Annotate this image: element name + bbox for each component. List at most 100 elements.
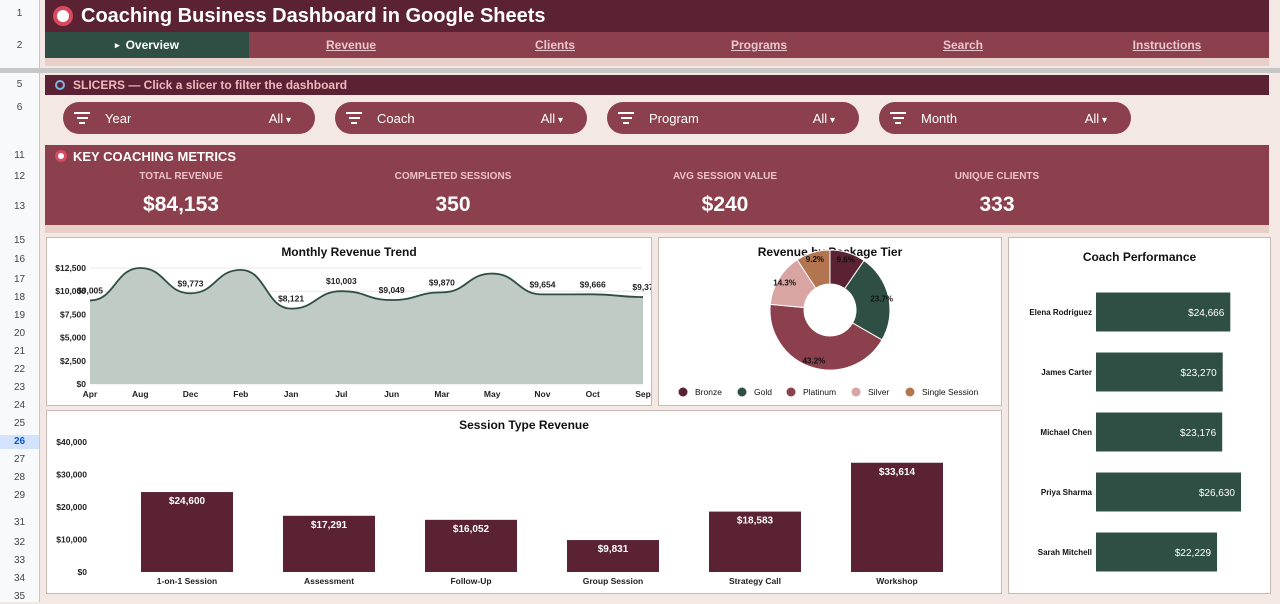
data-label: $9,005 bbox=[77, 285, 103, 295]
magnifier-icon bbox=[55, 80, 65, 90]
row-number[interactable]: 27 bbox=[13, 454, 26, 465]
row-number[interactable]: 35 bbox=[13, 591, 26, 602]
row-number[interactable]: 24 bbox=[13, 400, 26, 411]
row-number[interactable]: 23 bbox=[13, 382, 26, 393]
y-tick-label: $20,000 bbox=[56, 502, 87, 512]
row-number[interactable]: 17 bbox=[13, 274, 26, 285]
bar bbox=[1096, 412, 1223, 452]
kpi-total-revenue: TOTAL REVENUE $84,153 bbox=[45, 171, 317, 217]
filter-icon bbox=[345, 112, 363, 124]
slicer-value[interactable]: All bbox=[269, 111, 291, 126]
x-tick-label: Apr bbox=[83, 389, 98, 399]
title-bar: Coaching Business Dashboard in Google Sh… bbox=[45, 0, 1269, 32]
tab-instructions[interactable]: Instructions bbox=[1132, 38, 1202, 52]
tab-programs[interactable]: Programs bbox=[730, 38, 788, 52]
bar-value-label: $18,583 bbox=[737, 516, 774, 527]
tab-revenue[interactable]: Revenue bbox=[325, 38, 377, 52]
row-number[interactable]: 13 bbox=[13, 201, 26, 212]
y-tick-label: $10,000 bbox=[55, 286, 86, 296]
row-number[interactable]: 26 bbox=[0, 435, 39, 449]
tab-clients[interactable]: Clients bbox=[534, 38, 575, 52]
x-tick-label: Workshop bbox=[876, 576, 917, 586]
slicer-year[interactable]: Year All bbox=[63, 102, 315, 134]
row-number[interactable]: 33 bbox=[13, 555, 26, 566]
kpi-avg-session-value: AVG SESSION VALUE $240 bbox=[589, 171, 861, 217]
row-header: 1 2 5 6 11 12 13 15 16 17 18 19 20 21 22 23 24 25 26 27 28 29… bbox=[0, 0, 40, 602]
x-tick-label: Feb bbox=[233, 389, 248, 399]
row-number[interactable]: 25 bbox=[13, 418, 26, 429]
x-tick-label: Jan bbox=[284, 389, 299, 399]
row-number[interactable]: 19 bbox=[13, 310, 26, 321]
bar bbox=[851, 462, 943, 572]
row-number[interactable]: 5 bbox=[16, 79, 23, 90]
data-label: $9,773 bbox=[178, 278, 204, 288]
slicer-month[interactable]: Month All bbox=[879, 102, 1131, 134]
row-number[interactable]: 12 bbox=[13, 171, 26, 182]
y-tick-label: $0 bbox=[78, 567, 88, 577]
row-number[interactable]: 29 bbox=[13, 490, 26, 501]
slicers-heading-text: SLICERS — Click a slicer to filter the d… bbox=[73, 78, 348, 92]
bar bbox=[1096, 352, 1223, 392]
row-number[interactable]: 2 bbox=[16, 40, 23, 51]
bar-value-label: $24,600 bbox=[169, 496, 206, 507]
row-number[interactable]: 16 bbox=[13, 254, 26, 265]
bar bbox=[1096, 292, 1231, 332]
data-label: $9,37 bbox=[632, 282, 651, 292]
x-tick-label: Assessment bbox=[304, 576, 354, 586]
row-number[interactable]: 15 bbox=[13, 235, 26, 246]
slicer-label: Month bbox=[921, 110, 958, 126]
row-number[interactable]: 28 bbox=[13, 472, 26, 483]
row-number[interactable]: 32 bbox=[13, 537, 26, 548]
data-label: $10,003 bbox=[326, 276, 357, 286]
y-tick-label: Sarah Mitchell bbox=[1038, 548, 1092, 557]
slicer-value[interactable]: All bbox=[1085, 111, 1107, 126]
legend-swatch bbox=[851, 387, 861, 397]
legend-swatch bbox=[678, 387, 688, 397]
data-label: $9,654 bbox=[529, 279, 555, 289]
kpi-label: AVG SESSION VALUE bbox=[672, 171, 778, 182]
kpi-completed-sessions: COMPLETED SESSIONS 350 bbox=[317, 171, 589, 217]
series-line bbox=[89, 267, 644, 310]
row-number[interactable]: 21 bbox=[13, 346, 26, 357]
slicer-label: Program bbox=[649, 110, 699, 126]
x-tick-label: Sep bbox=[635, 389, 651, 399]
filter-icon bbox=[889, 112, 907, 124]
slicer-value[interactable]: All bbox=[541, 111, 563, 126]
bar bbox=[425, 519, 517, 572]
slicers-heading: SLICERS — Click a slicer to filter the d… bbox=[45, 75, 1269, 95]
slice-label: 14.3% bbox=[773, 279, 796, 288]
bar bbox=[1096, 472, 1241, 512]
y-tick-label: $0 bbox=[77, 379, 87, 389]
target-icon bbox=[55, 150, 67, 162]
row-number[interactable]: 11 bbox=[14, 150, 25, 161]
slicer-value[interactable]: All bbox=[813, 111, 835, 126]
row-number[interactable]: 34 bbox=[13, 573, 26, 584]
package-tier-chart[interactable]: Revenue by Package Tier 9.6%23.7%43.2%14… bbox=[658, 237, 1002, 406]
slice-label: 9.2% bbox=[806, 255, 824, 264]
row-number[interactable]: 31 bbox=[13, 517, 26, 528]
slicer-coach[interactable]: Coach All bbox=[335, 102, 587, 134]
tab-overview[interactable]: Overview bbox=[45, 32, 249, 58]
tab-search[interactable]: Search bbox=[942, 38, 984, 52]
monthly-revenue-chart[interactable]: Monthly Revenue Trend $0 $2,500 $5,000 $7,5… bbox=[46, 237, 652, 406]
slice-label: 23.7% bbox=[870, 294, 893, 303]
row-number[interactable]: 6 bbox=[16, 102, 23, 113]
row-number[interactable]: 20 bbox=[13, 328, 26, 339]
slicer-program[interactable]: Program All bbox=[607, 102, 859, 134]
bar-value-label: $26,630 bbox=[1199, 488, 1236, 499]
coach-performance-chart[interactable]: Coach Performance $24,666 Elena Rodriguez… bbox=[1008, 237, 1271, 594]
row-number[interactable]: 18 bbox=[13, 292, 26, 303]
row-number[interactable]: 22 bbox=[13, 364, 26, 375]
session-type-chart[interactable]: Session Type Revenue $0 $10,000 $20,000 $30… bbox=[46, 410, 1002, 594]
bar-value-label: $17,291 bbox=[311, 520, 348, 531]
pie-slice bbox=[796, 249, 831, 289]
legend-label: Platinum bbox=[803, 387, 836, 397]
legend-swatch bbox=[905, 387, 915, 397]
pie-chart-svg: 9.6% 23.7% 43.2% 14.3% 9.2% Bronze Gold Platinu… bbox=[678, 249, 979, 397]
legend-label: Single Session bbox=[922, 387, 979, 397]
kpi-value: $240 bbox=[701, 193, 749, 216]
row-number[interactable]: 1 bbox=[16, 8, 23, 19]
target-icon bbox=[53, 6, 73, 26]
freeze-line[interactable] bbox=[0, 68, 1280, 73]
bar-value-label: $22,229 bbox=[1175, 548, 1212, 559]
